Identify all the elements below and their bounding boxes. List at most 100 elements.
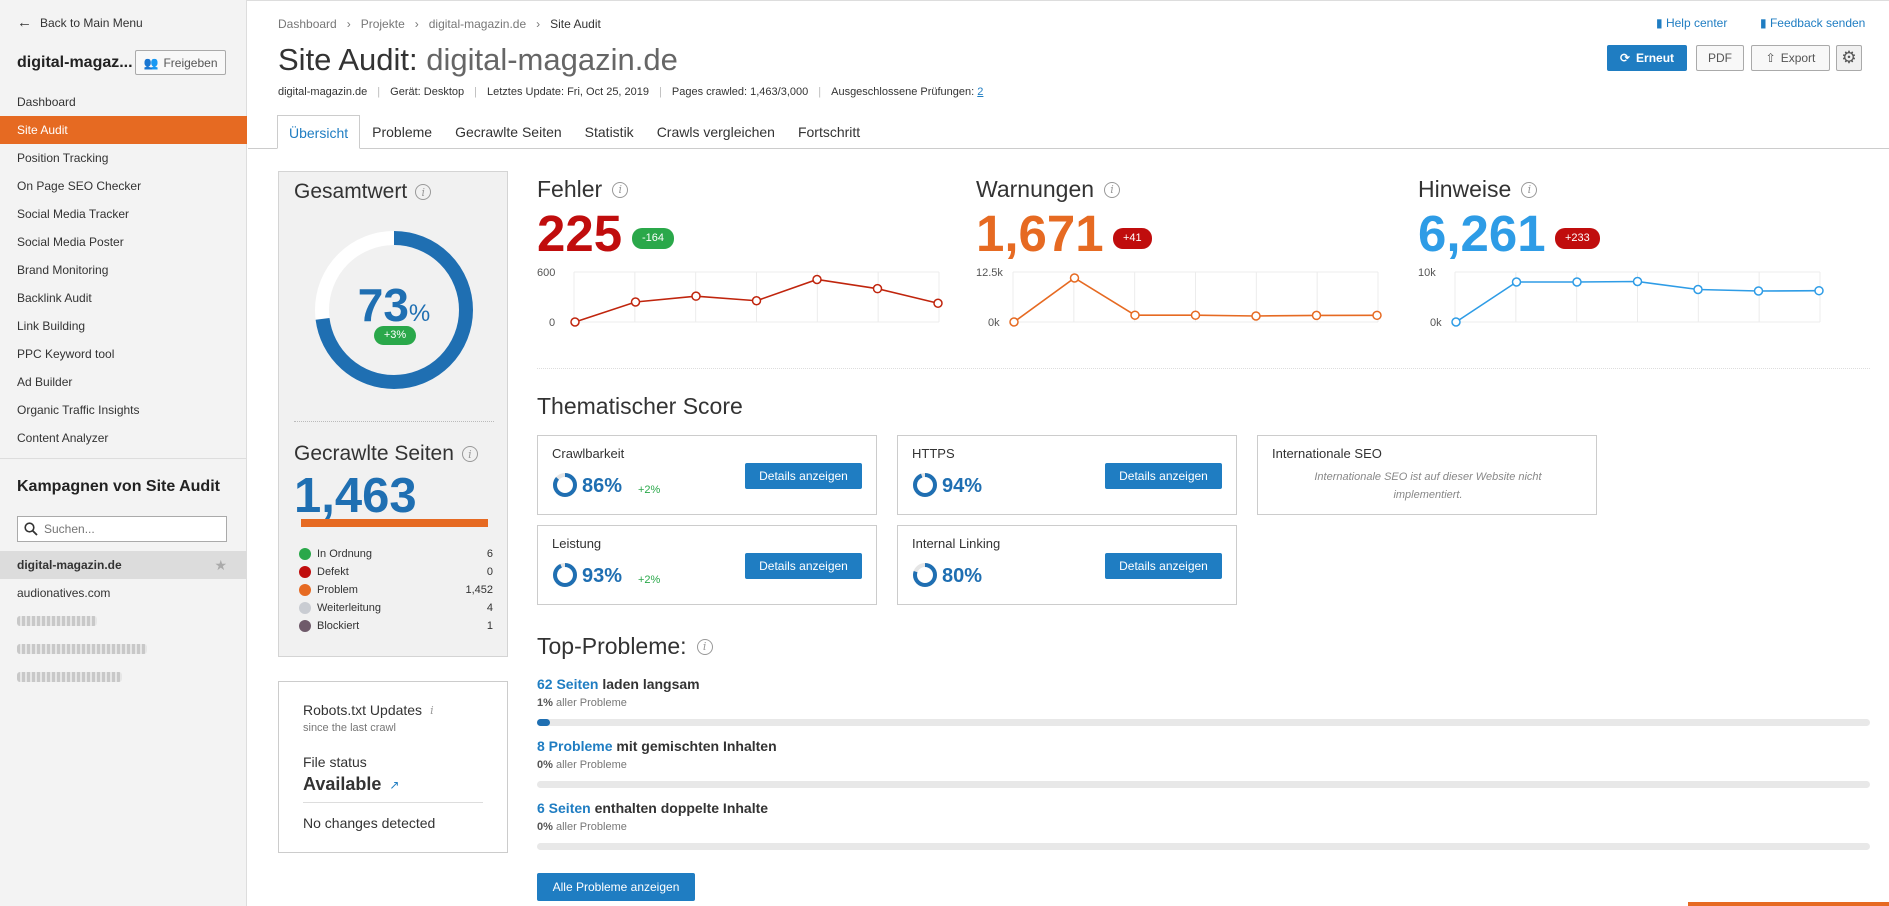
thematic-card: Leistung 93% +2% Details anzeigen — [537, 525, 877, 605]
metric-sparkline[interactable]: 600 0 — [537, 264, 947, 330]
settings-button[interactable]: ⚙ — [1836, 45, 1862, 71]
data-point[interactable] — [1190, 310, 1201, 320]
total-score-value: 73% — [279, 278, 509, 332]
tab-1[interactable]: Probleme — [372, 124, 433, 140]
rerun-button[interactable]: ⟳ Erneut — [1607, 45, 1687, 71]
breadcrumb-item[interactable]: Dashboard — [278, 17, 337, 31]
sidebar-item-on-page-seo-checker[interactable]: On Page SEO Checker — [17, 179, 142, 193]
sidebar-item-organic-traffic-insights[interactable]: Organic Traffic Insights — [17, 403, 140, 417]
metric-value[interactable]: 225 — [537, 205, 623, 262]
robots-subtitle: since the last crawl — [303, 722, 396, 734]
pdf-button[interactable]: PDF — [1696, 45, 1744, 71]
breadcrumb-item[interactable]: Projekte — [360, 17, 405, 31]
info-icon[interactable]: i — [415, 184, 432, 200]
metric-value[interactable]: 6,261 — [1418, 205, 1546, 262]
share-button[interactable]: 👥 Freigeben — [135, 50, 226, 75]
star-icon[interactable]: ★ — [214, 557, 227, 573]
data-point[interactable] — [1814, 285, 1824, 296]
metric-value[interactable]: 1,671 — [976, 205, 1104, 262]
data-point[interactable] — [630, 297, 641, 307]
data-point[interactable] — [812, 274, 822, 285]
campaign-search-field[interactable] — [17, 516, 227, 542]
sidebar-item-site-audit[interactable]: Site Audit — [0, 116, 247, 144]
crawled-pages-value[interactable]: 1,463 — [294, 469, 417, 523]
problem-link[interactable]: 62 Seiten — [537, 676, 599, 692]
data-point[interactable] — [1572, 277, 1582, 287]
export-button[interactable]: ⇧ Export — [1751, 45, 1830, 71]
details-button[interactable]: Details anzeigen — [745, 463, 862, 489]
info-icon[interactable]: i — [1521, 181, 1538, 198]
data-point[interactable] — [1372, 310, 1382, 321]
campaign-item-blurred[interactable] — [0, 635, 247, 663]
data-point[interactable] — [751, 296, 762, 306]
excluded-count-link[interactable]: 2 — [977, 86, 984, 98]
y-tick-label: 600 — [537, 267, 555, 279]
info-icon[interactable]: i — [696, 638, 713, 655]
all-problems-button[interactable]: Alle Probleme anzeigen — [537, 873, 695, 901]
sidebar-item-backlink-audit[interactable]: Backlink Audit — [17, 291, 92, 305]
tab-5[interactable]: Fortschritt — [797, 124, 861, 140]
legend-row[interactable]: Defekt 0 — [299, 563, 493, 581]
tab-4[interactable]: Crawls vergleichen — [656, 124, 775, 140]
info-icon[interactable]: i — [612, 181, 629, 198]
tab-3[interactable]: Statistik — [584, 124, 634, 140]
tab-0[interactable]: Übersicht — [277, 115, 361, 149]
sidebar-item-social-media-tracker[interactable]: Social Media Tracker — [17, 207, 130, 221]
info-icon[interactable]: i — [461, 446, 478, 462]
export-label: Export — [1780, 51, 1816, 65]
sidebar-item-brand-monitoring[interactable]: Brand Monitoring — [17, 263, 109, 277]
campaign-item[interactable]: audionatives.com — [0, 579, 247, 607]
metric-hinweise: Hinweise i 6,261 +233 10k 0k — [1418, 176, 1838, 346]
legend-row[interactable]: Weiterleitung 4 — [299, 599, 493, 617]
data-point[interactable] — [1632, 276, 1643, 287]
metric-sparkline[interactable]: 12.5k 0k — [976, 264, 1386, 330]
data-point[interactable] — [1009, 317, 1019, 327]
metric-sparkline[interactable]: 10k 0k — [1418, 264, 1828, 330]
data-point[interactable] — [1753, 286, 1764, 296]
campaign-item[interactable]: digital-magazin.de ★ — [0, 551, 247, 579]
sidebar-item-dashboard[interactable]: Dashboard — [17, 95, 76, 109]
data-point[interactable] — [1251, 311, 1261, 321]
sidebar-item-position-tracking[interactable]: Position Tracking — [17, 151, 109, 165]
external-link-icon[interactable]: ↗ — [389, 777, 400, 792]
sidebar-item-content-analyzer[interactable]: Content Analyzer — [17, 431, 109, 445]
details-button[interactable]: Details anzeigen — [1105, 553, 1222, 579]
sidebar-item-ppc-keyword-tool[interactable]: PPC Keyword tool — [17, 347, 115, 361]
data-point[interactable] — [1311, 310, 1322, 321]
info-icon[interactable]: i — [1104, 181, 1121, 198]
crawled-status-bar[interactable] — [301, 519, 488, 527]
help-center-link[interactable]: ▮ Help center — [1656, 16, 1727, 30]
meta-domain: digital-magazin.de — [278, 86, 368, 98]
data-point[interactable] — [933, 298, 943, 308]
problem-link[interactable]: 6 Seiten — [537, 800, 591, 816]
legend-row[interactable]: In Ordnung 6 — [299, 545, 493, 563]
data-point[interactable] — [872, 283, 883, 294]
legend-row[interactable]: Blockiert 1 — [299, 617, 493, 635]
details-button[interactable]: Details anzeigen — [1105, 463, 1222, 489]
chat-tab-edge[interactable] — [1688, 902, 1889, 906]
problem-link[interactable]: 8 Probleme — [537, 738, 613, 754]
metric-title: Hinweise — [1418, 176, 1512, 202]
campaign-item-blurred[interactable] — [0, 663, 247, 691]
tab-2[interactable]: Gecrawlte Seiten — [455, 124, 562, 140]
data-point[interactable] — [1451, 317, 1461, 327]
data-point[interactable] — [1130, 310, 1140, 320]
details-button[interactable]: Details anzeigen — [745, 553, 862, 579]
back-to-main-menu-link[interactable]: ← Back to Main Menu — [17, 14, 143, 31]
data-point[interactable] — [1693, 284, 1703, 295]
breadcrumb-item[interactable]: digital-magazin.de — [428, 17, 527, 31]
campaign-item-blurred[interactable] — [0, 607, 247, 635]
share-label: Freigeben — [163, 55, 218, 70]
data-point[interactable] — [1511, 277, 1522, 287]
sidebar-item-ad-builder[interactable]: Ad Builder — [17, 375, 73, 389]
sidebar-nav: Dashboard Site Audit Position Tracking On P… — [0, 88, 247, 452]
info-icon[interactable]: i — [430, 703, 434, 717]
sidebar-item-link-building[interactable]: Link Building — [17, 319, 86, 333]
data-point[interactable] — [691, 291, 701, 301]
data-point[interactable] — [570, 317, 580, 327]
sidebar-item-social-media-poster[interactable]: Social Media Poster — [17, 235, 124, 249]
data-point[interactable] — [1069, 273, 1080, 283]
feedback-link[interactable]: ▮ Feedback senden — [1760, 16, 1865, 30]
campaign-search-input[interactable] — [44, 522, 214, 536]
legend-row[interactable]: Problem 1,452 — [299, 581, 493, 599]
